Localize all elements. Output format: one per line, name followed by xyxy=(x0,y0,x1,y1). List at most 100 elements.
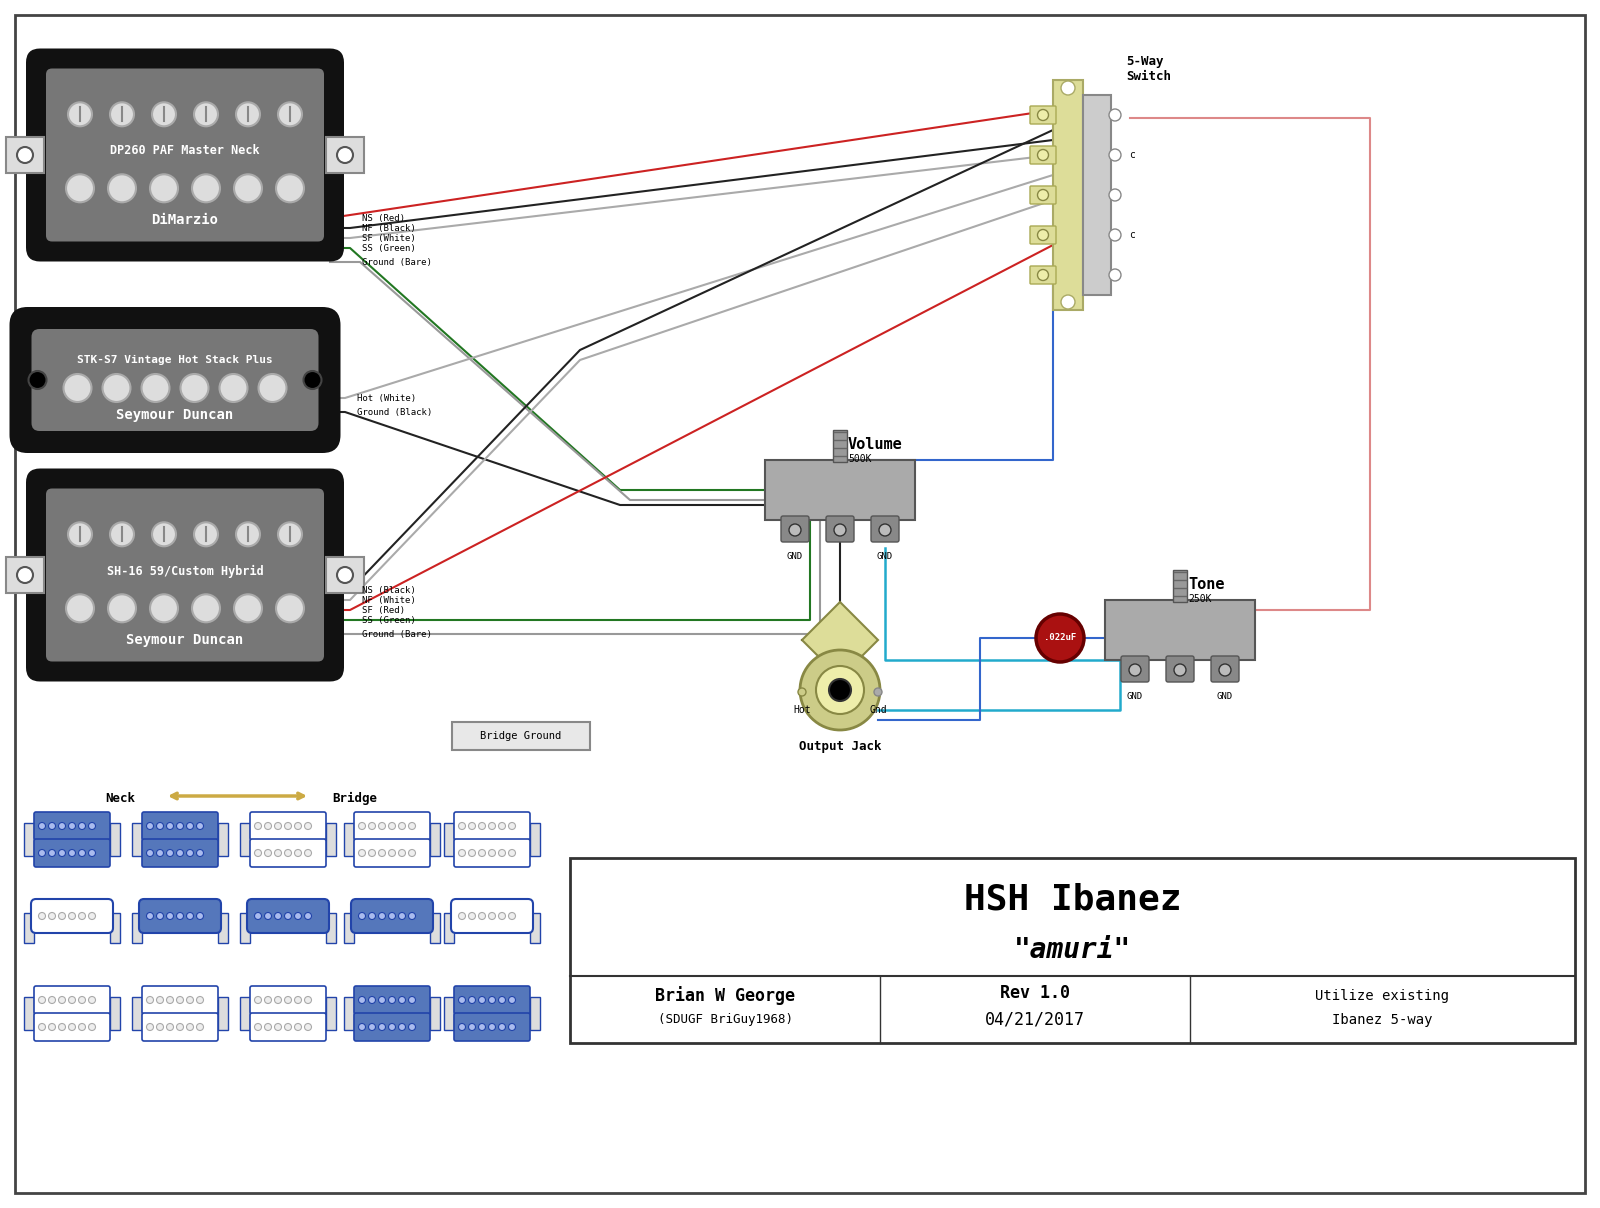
Text: Seymour Duncan: Seymour Duncan xyxy=(117,408,234,423)
Circle shape xyxy=(1109,269,1122,281)
Circle shape xyxy=(38,997,45,1004)
FancyBboxPatch shape xyxy=(131,913,142,943)
Circle shape xyxy=(338,147,354,163)
Circle shape xyxy=(379,1023,386,1030)
Circle shape xyxy=(278,103,302,127)
Circle shape xyxy=(1037,190,1048,201)
Text: Bridge Ground: Bridge Ground xyxy=(480,731,562,741)
FancyBboxPatch shape xyxy=(354,986,430,1014)
Circle shape xyxy=(187,997,194,1004)
Circle shape xyxy=(110,522,134,546)
FancyBboxPatch shape xyxy=(445,823,454,856)
Text: Ground (Black): Ground (Black) xyxy=(357,407,432,417)
FancyBboxPatch shape xyxy=(131,997,142,1030)
Circle shape xyxy=(338,567,354,583)
Circle shape xyxy=(181,374,208,402)
Circle shape xyxy=(478,997,485,1004)
Circle shape xyxy=(275,823,282,830)
Text: .022uF: .022uF xyxy=(1043,633,1077,643)
FancyBboxPatch shape xyxy=(26,48,344,261)
Circle shape xyxy=(358,849,365,856)
Text: Neck: Neck xyxy=(106,791,134,805)
Circle shape xyxy=(1109,230,1122,242)
Circle shape xyxy=(150,174,178,202)
Circle shape xyxy=(294,997,301,1004)
Polygon shape xyxy=(802,602,878,678)
FancyBboxPatch shape xyxy=(344,823,354,856)
Circle shape xyxy=(141,374,170,402)
Circle shape xyxy=(197,912,203,919)
Circle shape xyxy=(389,997,395,1004)
FancyBboxPatch shape xyxy=(46,488,323,662)
Circle shape xyxy=(1174,664,1186,676)
Circle shape xyxy=(459,1023,466,1030)
Circle shape xyxy=(157,997,163,1004)
FancyBboxPatch shape xyxy=(834,430,846,461)
FancyBboxPatch shape xyxy=(1053,80,1083,310)
FancyBboxPatch shape xyxy=(530,823,541,856)
Circle shape xyxy=(379,997,386,1004)
FancyBboxPatch shape xyxy=(454,840,530,867)
Text: Seymour Duncan: Seymour Duncan xyxy=(126,633,243,646)
FancyBboxPatch shape xyxy=(1030,146,1056,164)
Circle shape xyxy=(176,912,184,919)
FancyBboxPatch shape xyxy=(142,986,218,1014)
Circle shape xyxy=(509,823,515,830)
FancyBboxPatch shape xyxy=(240,997,250,1030)
Circle shape xyxy=(469,997,475,1004)
Circle shape xyxy=(64,374,91,402)
Text: Gnd: Gnd xyxy=(869,705,886,715)
Circle shape xyxy=(187,823,194,830)
FancyBboxPatch shape xyxy=(826,516,854,542)
Circle shape xyxy=(157,823,163,830)
Circle shape xyxy=(78,997,85,1004)
FancyBboxPatch shape xyxy=(354,1014,430,1041)
Circle shape xyxy=(275,997,282,1004)
Circle shape xyxy=(194,103,218,127)
Circle shape xyxy=(368,823,376,830)
Circle shape xyxy=(304,1023,312,1030)
Circle shape xyxy=(509,849,515,856)
FancyBboxPatch shape xyxy=(1122,656,1149,683)
Circle shape xyxy=(166,1023,173,1030)
FancyBboxPatch shape xyxy=(454,986,530,1014)
Circle shape xyxy=(499,1023,506,1030)
Text: NS (Black): NS (Black) xyxy=(362,586,416,594)
Circle shape xyxy=(187,849,194,856)
Text: NS (Red): NS (Red) xyxy=(362,214,405,222)
Circle shape xyxy=(264,849,272,856)
Text: GND: GND xyxy=(1126,692,1142,701)
Circle shape xyxy=(88,912,96,919)
FancyBboxPatch shape xyxy=(246,899,330,933)
Circle shape xyxy=(1037,269,1048,280)
Text: "amuri": "amuri" xyxy=(1014,936,1131,964)
Circle shape xyxy=(78,823,85,830)
Circle shape xyxy=(1109,188,1122,201)
Circle shape xyxy=(67,103,93,127)
Circle shape xyxy=(408,849,416,856)
Circle shape xyxy=(147,1023,154,1030)
FancyBboxPatch shape xyxy=(570,858,1574,1043)
Text: Utilize existing: Utilize existing xyxy=(1315,989,1450,1003)
Circle shape xyxy=(1037,230,1048,240)
Circle shape xyxy=(304,912,312,919)
FancyBboxPatch shape xyxy=(430,913,440,943)
Circle shape xyxy=(254,912,261,919)
Circle shape xyxy=(187,1023,194,1030)
Circle shape xyxy=(499,849,506,856)
Text: SS (Green): SS (Green) xyxy=(362,616,416,625)
Circle shape xyxy=(379,849,386,856)
Circle shape xyxy=(59,849,66,856)
Circle shape xyxy=(278,522,302,546)
Circle shape xyxy=(1219,664,1230,676)
Circle shape xyxy=(478,849,485,856)
Text: Tone: Tone xyxy=(1187,577,1224,592)
Circle shape xyxy=(48,1023,56,1030)
Text: DP260 PAF Master Neck: DP260 PAF Master Neck xyxy=(110,145,259,157)
Circle shape xyxy=(147,823,154,830)
Circle shape xyxy=(1037,614,1085,662)
Circle shape xyxy=(379,912,386,919)
Circle shape xyxy=(237,103,259,127)
Circle shape xyxy=(234,174,262,202)
FancyBboxPatch shape xyxy=(1173,570,1187,602)
